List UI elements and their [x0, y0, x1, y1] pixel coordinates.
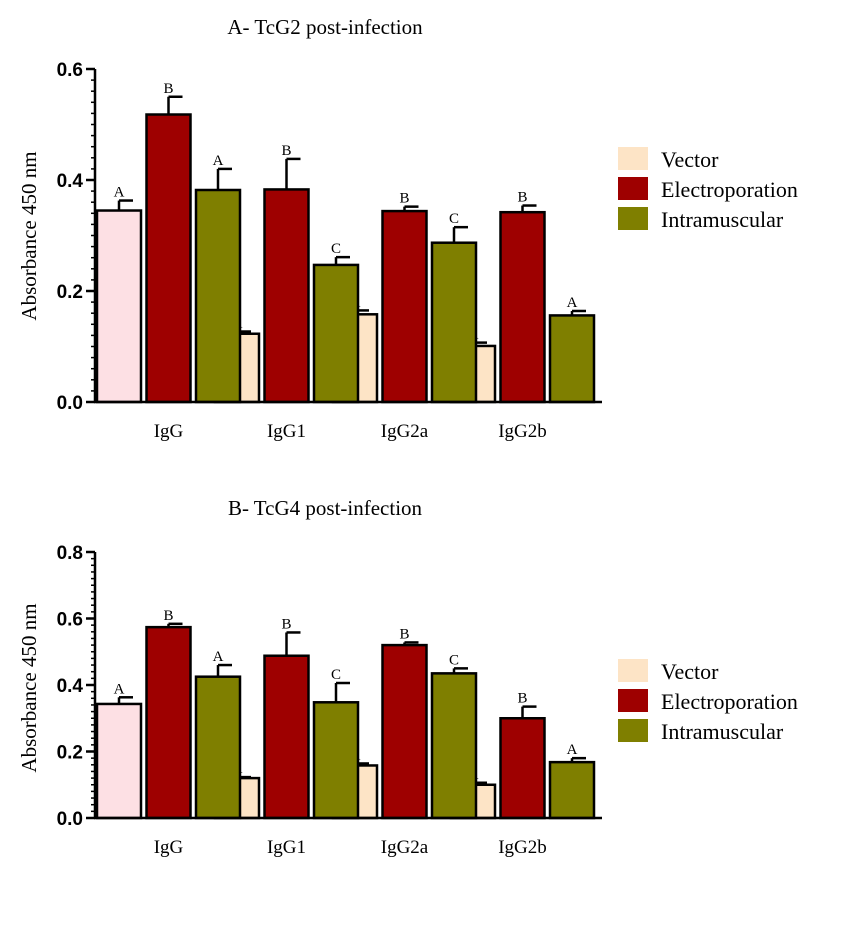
bar: [263, 188, 310, 404]
significance-label: A: [114, 681, 125, 697]
legend-label: Intramuscular: [661, 719, 784, 744]
bar: [548, 760, 596, 820]
y-tick-label: 0.0: [57, 393, 83, 414]
bar: [499, 210, 546, 404]
legend-label: Vector: [661, 147, 719, 172]
legend: Vector Electroporation Intramuscular: [618, 659, 798, 744]
legend-label: Electroporation: [661, 177, 798, 202]
bar: [430, 241, 478, 404]
legend-swatch: [618, 719, 648, 742]
significance-label: A: [567, 295, 578, 311]
bar: [194, 675, 242, 820]
significance-label: B: [399, 626, 409, 642]
x-tick-label: IgG2a: [381, 837, 429, 858]
significance-label: B: [281, 616, 291, 632]
legend-label: Intramuscular: [661, 207, 784, 232]
plot-area: AAAABBBBACCA0.00.20.40.6IgGIgG1IgG2aIgG2…: [57, 60, 602, 442]
significance-label: A: [567, 742, 578, 758]
legend-swatch: [618, 689, 648, 712]
bar: [548, 314, 596, 404]
significance-label: C: [331, 241, 341, 257]
bar: [312, 701, 360, 820]
y-axis-label: Absorbance 450 nm: [17, 603, 41, 772]
legend-swatch: [618, 659, 648, 682]
y-tick-label: 0.4: [57, 171, 84, 192]
y-axis-label: Absorbance 450 nm: [17, 151, 41, 320]
bar: [145, 625, 192, 820]
x-tick-label: IgG2b: [498, 421, 547, 442]
significance-label: A: [213, 153, 224, 169]
significance-label: C: [449, 211, 459, 227]
y-tick-label: 0.2: [57, 282, 83, 303]
significance-label: C: [449, 652, 459, 668]
legend-label: Electroporation: [661, 689, 798, 714]
bar: [499, 717, 546, 820]
significance-label: A: [114, 185, 125, 201]
significance-label: B: [517, 190, 527, 206]
y-tick-label: 0.2: [57, 743, 83, 764]
x-tick-label: IgG: [154, 421, 184, 442]
significance-label: B: [163, 81, 173, 97]
bar: [95, 702, 143, 820]
bar: [430, 672, 478, 820]
significance-label: B: [281, 143, 291, 159]
x-tick-label: IgG: [154, 837, 184, 858]
chart-title: B- TcG4 post-infection: [228, 496, 423, 520]
bar: [145, 113, 192, 404]
x-tick-label: IgG1: [267, 421, 306, 442]
x-tick-label: IgG2a: [381, 421, 429, 442]
significance-label: B: [517, 691, 527, 707]
bar: [263, 654, 310, 820]
bar: [194, 188, 242, 404]
plot-area: AAAABBBBACCA0.00.20.40.60.8IgGIgG1IgG2aI…: [57, 543, 602, 858]
y-tick-label: 0.4: [57, 676, 84, 697]
chart-title: A- TcG2 post-infection: [227, 15, 423, 39]
chart-panel-b: B- TcG4 post-infection Absorbance 450 nm…: [17, 496, 798, 858]
significance-label: B: [399, 191, 409, 207]
bar: [95, 209, 143, 404]
x-tick-label: IgG2b: [498, 837, 547, 858]
significance-label: A: [213, 649, 224, 665]
legend-swatch: [618, 177, 648, 200]
x-tick-label: IgG1: [267, 837, 306, 858]
bar: [312, 263, 360, 404]
legend-label: Vector: [661, 659, 719, 684]
bar: [381, 643, 428, 820]
significance-label: C: [331, 667, 341, 683]
y-tick-label: 0.0: [57, 809, 83, 830]
y-tick-label: 0.6: [57, 60, 83, 81]
y-tick-label: 0.6: [57, 610, 83, 631]
legend: Vector Electroporation Intramuscular: [618, 147, 798, 232]
legend-swatch: [618, 147, 648, 170]
bar: [381, 209, 428, 404]
y-tick-label: 0.8: [57, 543, 83, 564]
significance-label: B: [163, 608, 173, 624]
legend-swatch: [618, 207, 648, 230]
chart-panel-a: A- TcG2 post-infection Absorbance 450 nm…: [17, 15, 798, 442]
